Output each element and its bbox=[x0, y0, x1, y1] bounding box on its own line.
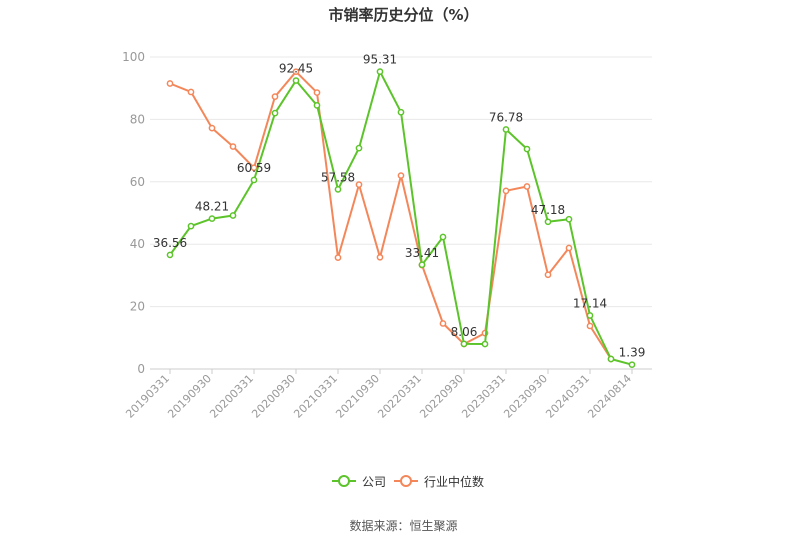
data-label-company: 33.41 bbox=[405, 246, 439, 260]
x-tick-label: 20220331 bbox=[375, 372, 424, 421]
x-tick-label: 20190331 bbox=[123, 372, 172, 421]
x-tick-label: 20210331 bbox=[291, 372, 340, 421]
data-point-company bbox=[418, 261, 426, 269]
data-point-company bbox=[355, 144, 363, 152]
data-point-company bbox=[460, 340, 468, 348]
data-point-company bbox=[586, 312, 594, 319]
data-point-company bbox=[292, 77, 300, 84]
legend-item-industry[interactable]: 行业中位数 bbox=[394, 471, 484, 491]
data-source: 数据来源：恒生聚源 bbox=[349, 519, 458, 533]
legend-marker-industry bbox=[394, 475, 418, 487]
data-point-company bbox=[397, 108, 405, 116]
y-tick-label: 60 bbox=[130, 175, 145, 189]
data-point-industry bbox=[586, 322, 594, 330]
data-point-company bbox=[481, 340, 489, 348]
x-tick-label: 20230331 bbox=[459, 372, 508, 421]
legend-label-company: 公司 bbox=[362, 474, 387, 489]
data-point-company bbox=[502, 126, 510, 133]
x-tick-label: 20210930 bbox=[333, 372, 382, 421]
x-tick-label: 20240331 bbox=[543, 372, 592, 421]
data-point-industry bbox=[376, 253, 384, 261]
data-point-company bbox=[523, 145, 531, 153]
data-label-company: 36.56 bbox=[153, 236, 187, 250]
x-tick-label: 20240814 bbox=[585, 372, 634, 421]
data-label-company: 95.31 bbox=[363, 53, 397, 67]
data-point-company bbox=[187, 222, 195, 230]
data-point-industry bbox=[250, 164, 258, 172]
data-point-industry bbox=[292, 68, 300, 76]
data-point-company bbox=[628, 361, 636, 369]
data-point-industry bbox=[166, 80, 174, 87]
data-label-company: 60.59 bbox=[237, 161, 271, 175]
data-point-industry bbox=[208, 124, 216, 132]
data-point-company bbox=[313, 102, 321, 109]
data-label-company: 76.78 bbox=[489, 110, 523, 124]
legend-label-industry: 行业中位数 bbox=[424, 474, 485, 489]
y-tick-label: 0 bbox=[137, 362, 145, 376]
data-point-company bbox=[544, 218, 552, 226]
data-point-company bbox=[271, 109, 279, 117]
chart-title: 市销率历史分位（%） bbox=[328, 6, 479, 24]
data-point-industry bbox=[544, 271, 552, 279]
data-label-company: 92.45 bbox=[279, 62, 313, 76]
data-point-industry bbox=[502, 187, 510, 195]
data-point-industry bbox=[355, 181, 363, 188]
data-label-company: 8.06 bbox=[451, 325, 478, 339]
legend-marker-company bbox=[332, 475, 356, 487]
data-point-industry bbox=[439, 320, 447, 327]
data-point-company bbox=[565, 215, 573, 223]
data-point-industry bbox=[313, 89, 321, 96]
data-point-industry bbox=[229, 143, 237, 150]
y-tick-label: 40 bbox=[130, 237, 145, 251]
data-point-industry bbox=[187, 88, 195, 96]
x-tick-label: 20200331 bbox=[207, 372, 256, 421]
y-tick-label: 80 bbox=[130, 112, 145, 126]
data-labels: 36.56 48.21 60.59 92.45 57.58 95.31 33.41 8.06 7… bbox=[153, 53, 646, 360]
data-label-company: 1.39 bbox=[619, 346, 646, 360]
series-lines bbox=[166, 68, 636, 369]
data-point-industry bbox=[523, 183, 531, 190]
y-tick-label: 20 bbox=[130, 300, 145, 314]
x-tick-label: 20220930 bbox=[417, 372, 466, 421]
data-point-company bbox=[376, 68, 384, 75]
data-point-industry bbox=[397, 172, 405, 179]
data-point-company bbox=[334, 186, 342, 193]
data-label-company: 48.21 bbox=[195, 200, 229, 214]
legend-item-company[interactable]: 公司 bbox=[332, 471, 386, 491]
data-point-company bbox=[439, 233, 447, 241]
data-point-company bbox=[607, 355, 615, 363]
data-point-company bbox=[229, 212, 237, 219]
series-line-industry bbox=[169, 70, 612, 360]
data-point-industry bbox=[271, 93, 279, 100]
line-chart: 0 20 40 60 80 100 2019033120190930202003312020… bbox=[122, 50, 652, 421]
data-label-company: 47.18 bbox=[531, 203, 565, 217]
data-point-industry bbox=[334, 254, 342, 261]
data-point-company bbox=[250, 176, 258, 184]
legend: 公司 行业中位数 bbox=[0, 471, 807, 491]
data-point-company bbox=[208, 215, 216, 222]
data-label-company: 17.14 bbox=[573, 297, 607, 311]
x-tick-label: 20190930 bbox=[165, 372, 214, 421]
x-tick-label: 20200930 bbox=[249, 372, 298, 421]
x-tick-label: 20230930 bbox=[501, 372, 550, 421]
data-label-company: 57.58 bbox=[321, 170, 355, 184]
y-tick-label: 100 bbox=[122, 50, 145, 64]
data-point-industry bbox=[565, 244, 573, 252]
data-point-company bbox=[166, 251, 174, 259]
